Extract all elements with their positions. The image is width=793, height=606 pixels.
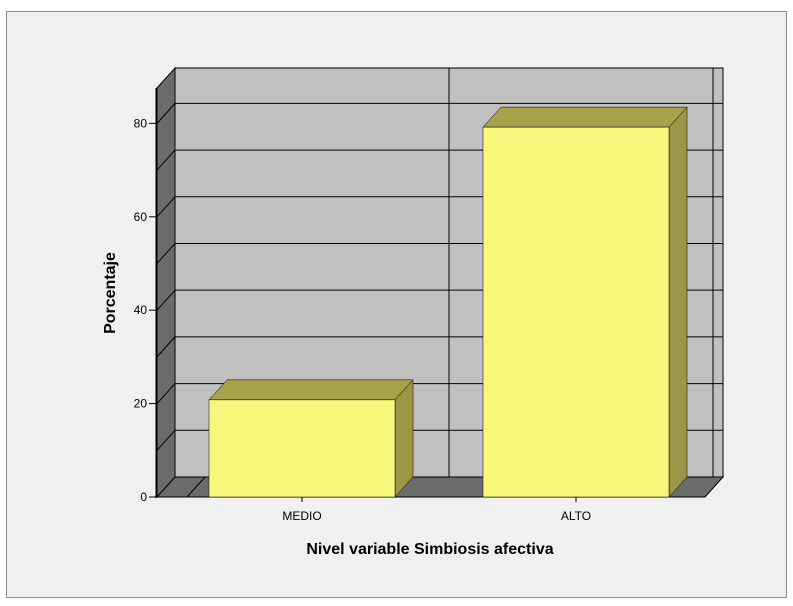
floor-edge	[186, 476, 206, 498]
bar-front	[208, 399, 396, 498]
x-tick-label: MEDIO	[282, 509, 321, 523]
bar-front	[482, 126, 670, 498]
bar-side	[668, 106, 688, 498]
bars	[208, 106, 688, 498]
gridline-left-wall	[156, 196, 176, 218]
x-axis-title: Nivel variable Simbiosis afectiva	[306, 541, 553, 558]
bar-medio	[208, 379, 414, 498]
y-tick-label: 0	[140, 490, 147, 504]
gridline-left-wall	[156, 289, 176, 311]
bar-alto	[482, 106, 688, 498]
gridline-minor-left	[156, 429, 176, 451]
gridline-minor-left	[156, 336, 176, 358]
x-tick-label: ALTO	[561, 509, 591, 523]
x-axis: MEDIO ALTO	[282, 497, 591, 523]
bar-top	[482, 106, 688, 128]
y-axis: 0 20 40 60 80	[134, 88, 157, 504]
gridline-left-wall	[156, 383, 176, 404]
gridline-left-wall	[156, 103, 176, 124]
y-axis-title: Porcentaje	[102, 252, 119, 334]
gridline-minor-left	[156, 243, 176, 264]
y-tick-label: 60	[134, 210, 148, 224]
bar-side	[394, 379, 414, 498]
gridline-minor-left	[156, 149, 176, 171]
y-tick-label: 40	[134, 303, 148, 317]
bar-top	[208, 379, 414, 401]
y-tick-label: 20	[134, 397, 148, 411]
y-tick-label: 80	[134, 116, 148, 130]
